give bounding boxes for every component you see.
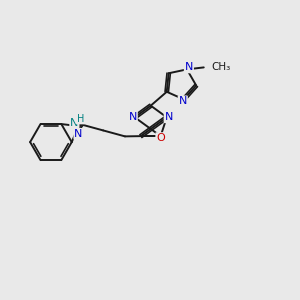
Text: CH₃: CH₃ <box>212 62 231 72</box>
Text: N: N <box>74 129 83 139</box>
Text: N: N <box>185 62 193 72</box>
Text: H: H <box>76 114 84 124</box>
Text: N: N <box>129 112 137 122</box>
Text: O: O <box>156 133 165 143</box>
Text: N: N <box>70 118 79 128</box>
Text: N: N <box>165 112 173 122</box>
Text: N: N <box>178 96 187 106</box>
